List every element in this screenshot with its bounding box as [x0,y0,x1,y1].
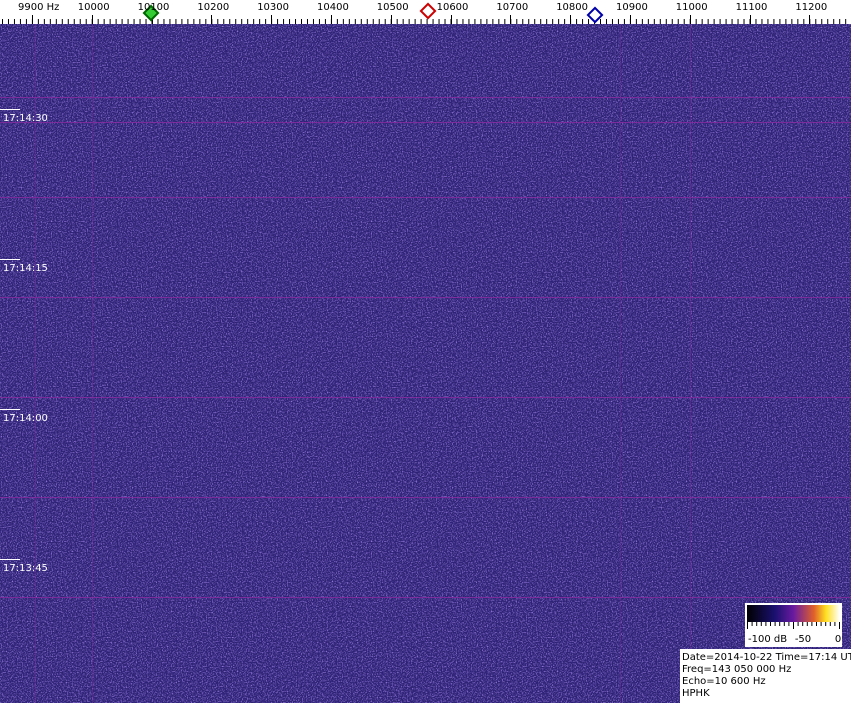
frequency-label: 10700 [496,2,528,13]
noise-light [0,24,851,703]
marker-red[interactable] [419,2,437,20]
marker-green[interactable] [142,4,160,22]
color-scale [745,603,842,647]
frequency-label: 10600 [437,2,469,13]
scale-label: -50 [795,634,811,645]
time-label: 17:13:45 [3,563,48,574]
frequency-label: 11000 [676,2,708,13]
markers [142,2,604,24]
frequency-label: 11100 [736,2,768,13]
frequency-label: 10300 [257,2,289,13]
time-label: 17:14:30 [3,113,48,124]
scale-label: -100 dB [748,634,787,645]
frequency-label: 10800 [556,2,588,13]
info-line: HPHK [682,688,710,699]
frequency-label: 10400 [317,2,349,13]
frequency-label: 10900 [616,2,648,13]
scale-label: 0 [835,634,841,645]
info-box [680,649,851,703]
info-line: Echo=10 600 Hz [682,676,766,687]
info-line: Date=2014-10-22 Time=17:14 UTC [682,652,851,663]
grid [0,24,851,703]
time-label: 17:14:15 [3,263,48,274]
frequency-label: 10100 [138,2,170,13]
frequency-label: 10200 [197,2,229,13]
frequency-label: 10500 [377,2,409,13]
scale-ticks [747,622,840,629]
time-label: 17:14:00 [3,413,48,424]
info-line: Freq=143 050 000 Hz [682,664,791,675]
marker-blue[interactable] [586,6,604,24]
frequency-label: 10000 [78,2,110,13]
frequency-label: 11200 [795,2,827,13]
frequency-label: 9900 Hz [18,2,59,13]
scale-gradient [747,605,840,622]
